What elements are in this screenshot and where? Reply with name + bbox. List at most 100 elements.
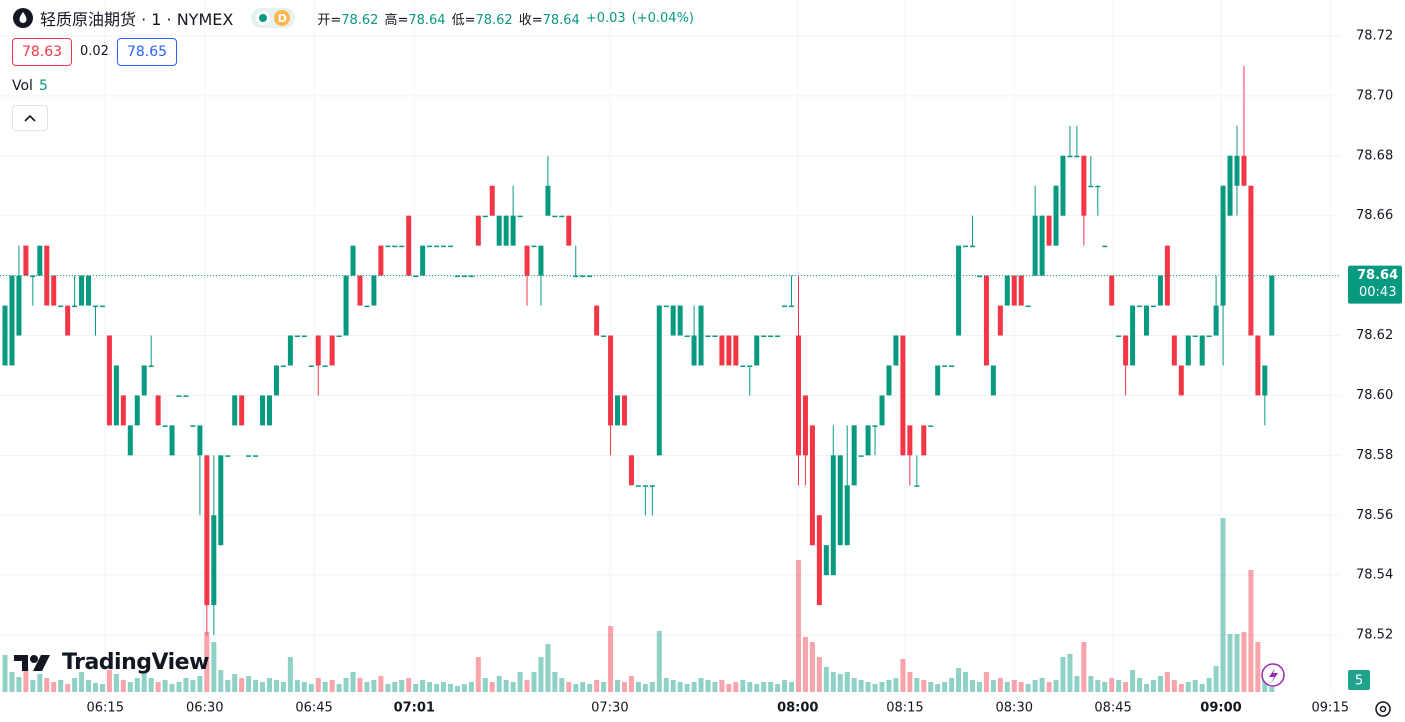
volume-bar [503, 680, 509, 692]
volume-bar [990, 680, 996, 692]
ohlc-value: 78.64 [408, 12, 446, 28]
logo-mark [14, 654, 50, 671]
volume-bar [37, 674, 43, 692]
volume-bar [273, 680, 279, 692]
candle-body [267, 395, 273, 426]
candle-body [761, 335, 767, 338]
volume-bar [733, 682, 739, 692]
candle-body [1046, 215, 1052, 246]
volume-bar [545, 644, 551, 692]
volume-bar [294, 680, 300, 692]
y-tick-label: 78.70 [1356, 88, 1393, 103]
collapse-button[interactable] [12, 105, 48, 131]
candle-body [1213, 305, 1219, 336]
candle-body [907, 425, 913, 456]
candle-body [1185, 335, 1191, 366]
candle-body [879, 395, 885, 426]
candle-body [37, 245, 43, 276]
volume-bar [747, 682, 753, 692]
volume-bar [86, 680, 92, 692]
status-chip[interactable]: D [251, 8, 296, 28]
x-tick-label: 06:30 [186, 701, 223, 716]
candle-body [921, 425, 927, 456]
candle-body [475, 215, 481, 246]
volume-bar [1004, 682, 1010, 692]
candle-body [969, 245, 975, 248]
candle-body [204, 455, 210, 606]
candle-body [663, 305, 669, 308]
candle-body [601, 335, 607, 338]
change: +0.03 [585, 10, 626, 26]
candle-body [120, 395, 126, 426]
x-tick-label: 08:15 [886, 701, 923, 716]
tradingview-logo[interactable]: TradingView [14, 650, 209, 675]
candle-body [287, 335, 293, 366]
ask-button[interactable]: 78.65 [117, 38, 177, 66]
candle-body [1102, 245, 1108, 248]
volume-bar [956, 668, 962, 692]
candle-body [552, 215, 558, 218]
candle-body [420, 245, 426, 276]
candle-body [9, 275, 15, 366]
candle-body [1220, 185, 1226, 306]
candle-body [886, 365, 892, 396]
volume-bar [1178, 684, 1184, 692]
candle-body [322, 365, 328, 367]
volume-bar [44, 678, 50, 692]
candle-body [893, 335, 899, 366]
volume-bar [468, 682, 474, 692]
candle-body [211, 515, 217, 606]
volume-bar [886, 680, 892, 692]
volume-bar [642, 684, 648, 692]
candle-body [1025, 305, 1031, 308]
candle-body [538, 245, 544, 276]
y-tick-label: 78.58 [1356, 448, 1393, 463]
candle-body [823, 545, 829, 576]
volume-bar [343, 678, 349, 692]
candle-body [392, 245, 398, 248]
y-tick-label: 78.52 [1356, 628, 1393, 643]
candle-body [670, 305, 676, 336]
volume-bar [447, 684, 453, 692]
candle-body [1074, 155, 1080, 158]
volume-bar [371, 680, 377, 692]
volume-bar [656, 631, 662, 692]
symbol-icon [13, 8, 33, 28]
candle-body [329, 335, 335, 366]
candle-body [1150, 305, 1156, 308]
lightning-button[interactable] [1261, 663, 1285, 687]
volume-bar [72, 678, 78, 692]
candle-body [482, 215, 488, 218]
volume-bar [983, 672, 989, 692]
candle-body [176, 395, 182, 397]
candle-body [253, 455, 259, 457]
volume-bar [1039, 678, 1045, 692]
candle-body [935, 365, 941, 396]
candle-body [816, 515, 822, 606]
volume-bar [120, 680, 126, 692]
volume-bar [434, 684, 440, 692]
volume-bar [510, 682, 516, 692]
volume-bar [1234, 634, 1240, 692]
candle-body [642, 485, 648, 487]
candle-body [858, 455, 864, 457]
candle-body [371, 275, 377, 306]
volume-bar [802, 637, 808, 692]
settings-button[interactable] [1375, 701, 1391, 717]
volume-bar [1164, 672, 1170, 692]
bid-button[interactable]: 78.63 [12, 38, 72, 66]
candle-body [197, 425, 203, 456]
volume-bar [684, 684, 690, 692]
volume-bar [1046, 682, 1052, 692]
change-percent: (+0.04%) [631, 10, 695, 26]
volume-bar [155, 682, 161, 692]
volume-bar [663, 678, 669, 692]
volume-bar [1255, 642, 1261, 692]
volume-bar [1088, 676, 1094, 692]
candle-body [461, 275, 467, 278]
volume-bar [169, 684, 175, 692]
volume-bar [1185, 682, 1191, 692]
volume-bar [830, 672, 836, 692]
volume-bar [475, 657, 481, 692]
symbol-title[interactable]: 轻质原油期货 · 1 · NYMEX [40, 10, 234, 29]
